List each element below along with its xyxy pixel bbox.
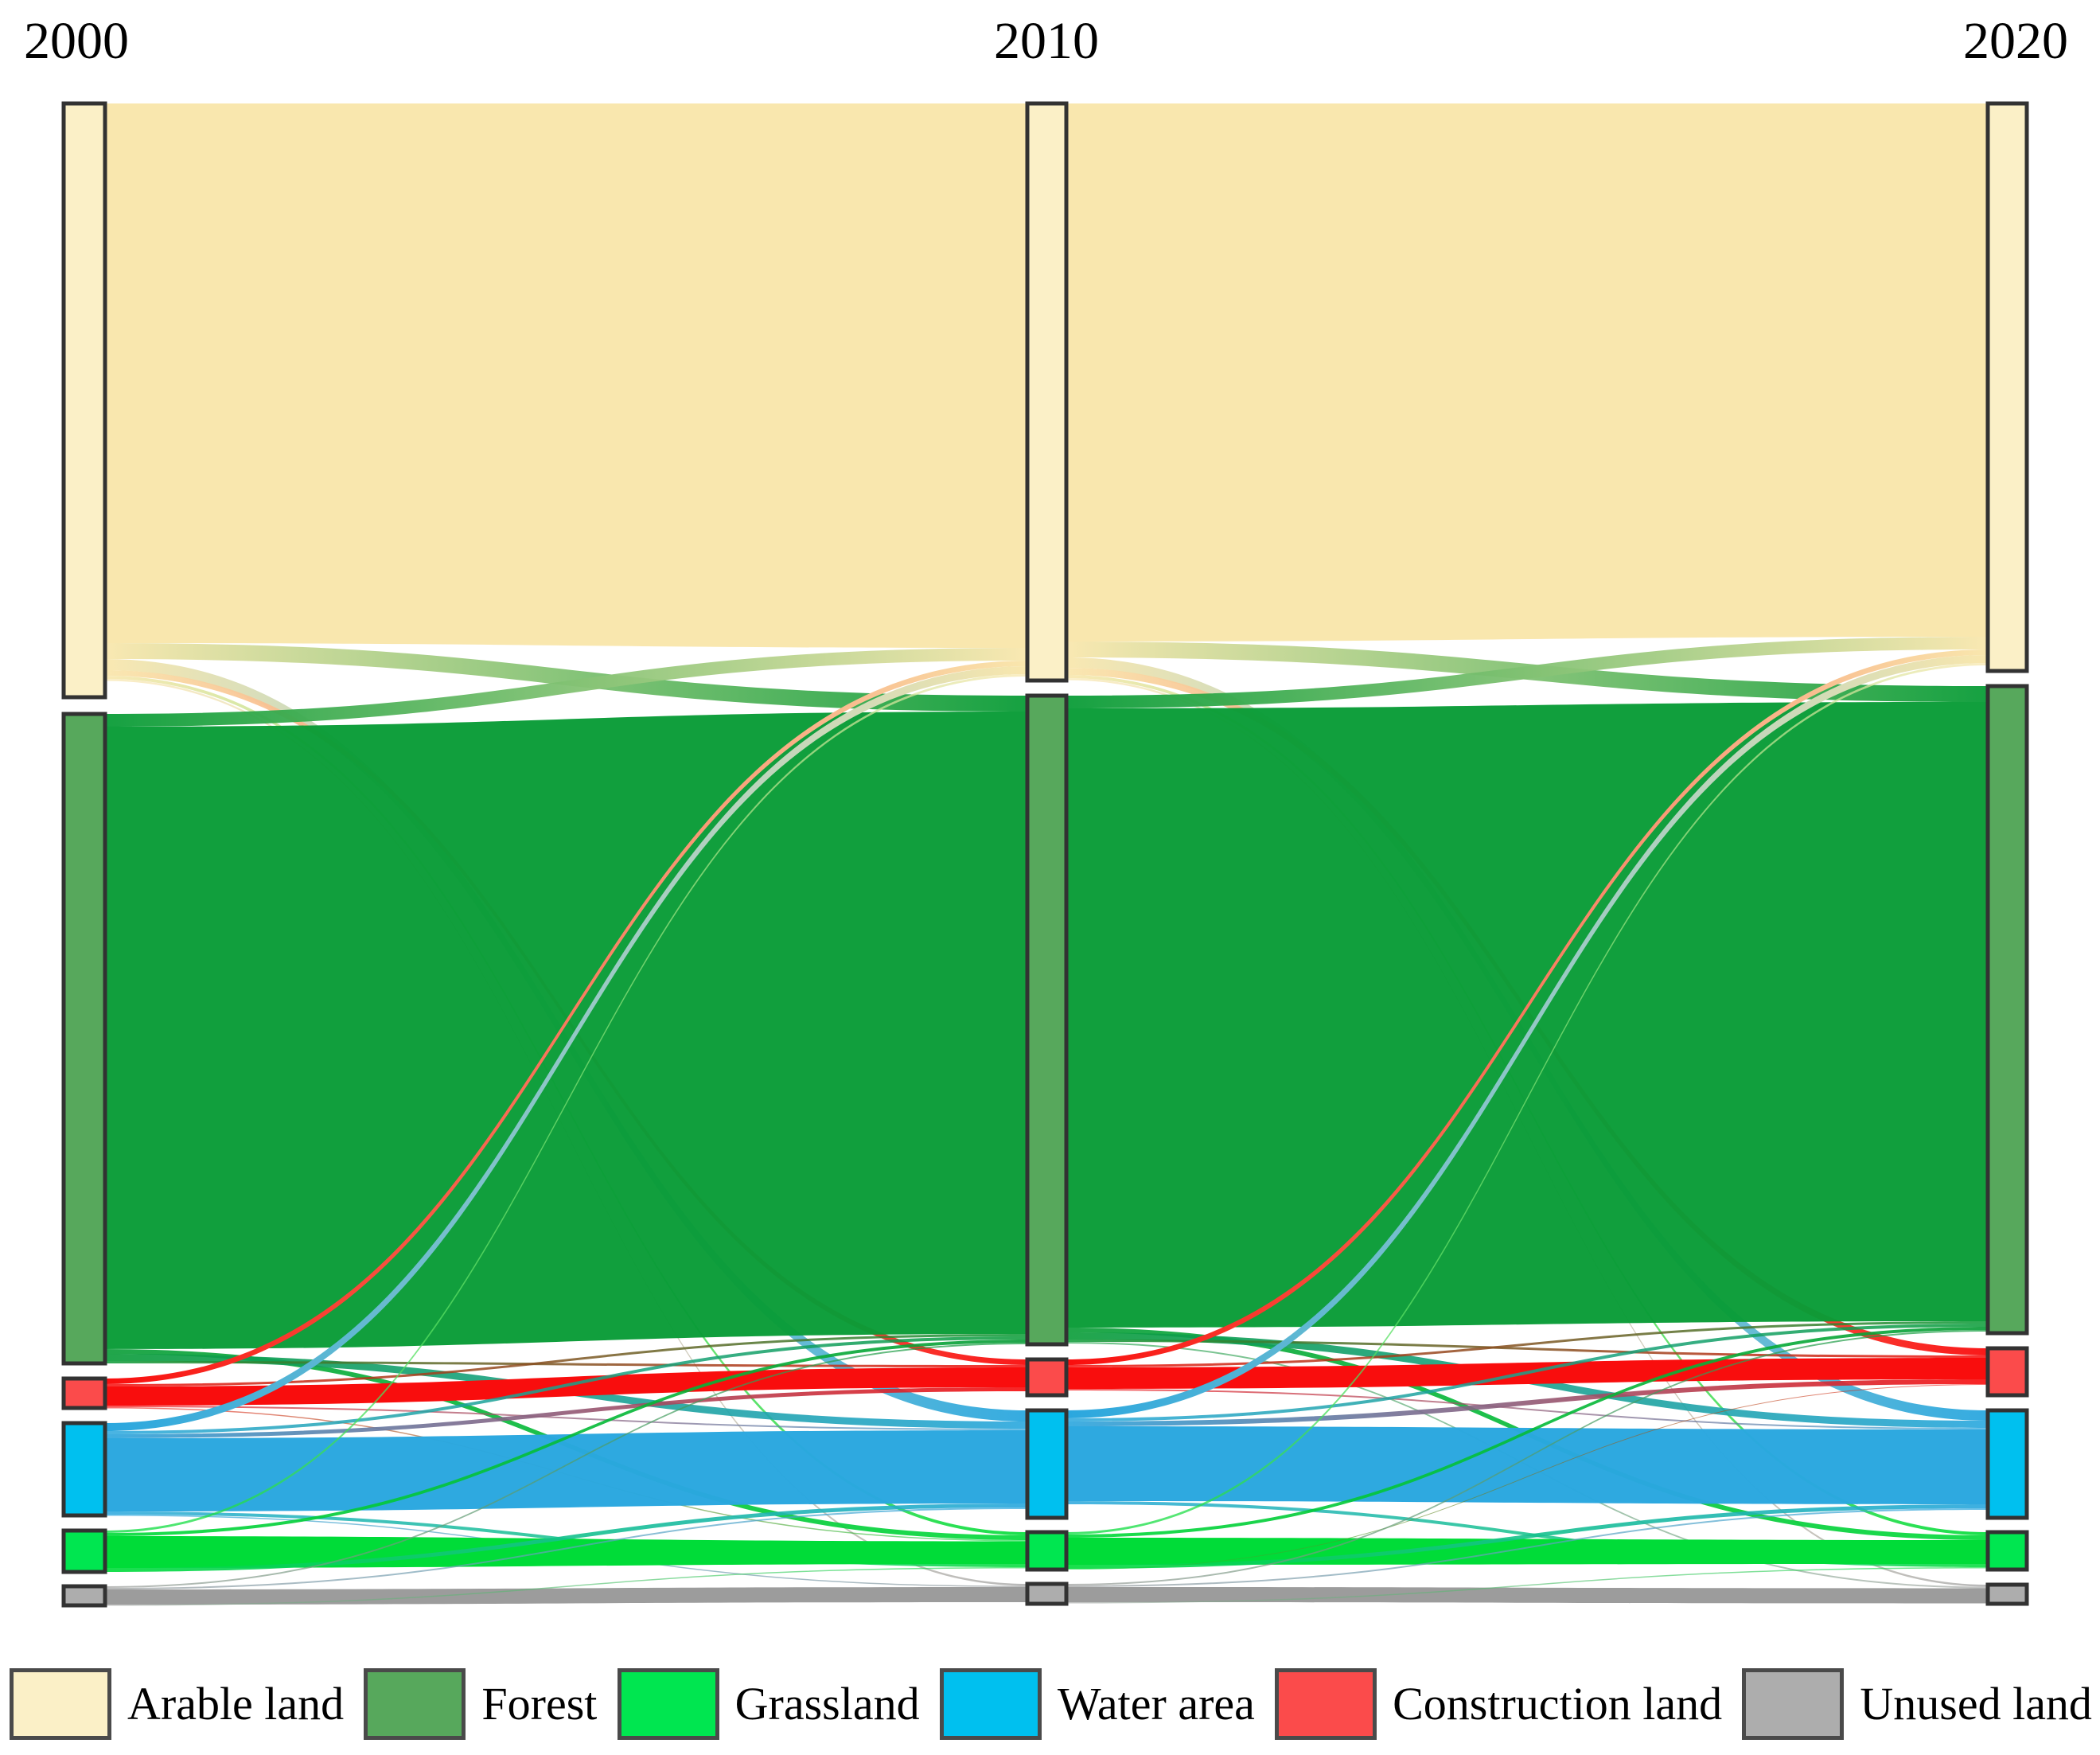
legend-swatch-construction-land <box>1275 1668 1377 1740</box>
legend-label-arable-land: Arable land <box>127 1678 345 1730</box>
flow-U-G-2010 <box>1066 1567 1988 1604</box>
flow-F-A-2010 <box>1066 637 1988 708</box>
node-grassland-2000 <box>61 1528 107 1574</box>
legend-item-construction-land: Construction land <box>1275 1668 1722 1740</box>
flow-G-W-2000 <box>105 1503 1027 1572</box>
flow-F-A-2000 <box>105 648 1027 727</box>
flow-F-F-2010 <box>1066 702 1988 1328</box>
flow-A-A-2010 <box>1066 103 1988 642</box>
legend-label-forest: Forest <box>481 1678 598 1730</box>
flow-G-A-2010 <box>1066 663 1988 1535</box>
legend-item-grassland: Grassland <box>617 1668 920 1740</box>
node-water-area-2010 <box>1025 1408 1069 1520</box>
flow-W-G-2010 <box>1066 1501 1988 1567</box>
node-construction-land-2000 <box>61 1376 107 1410</box>
legend-swatch-water-area <box>939 1668 1042 1740</box>
node-grassland-2010 <box>1025 1530 1069 1572</box>
flow-G-W-2010 <box>1066 1504 1988 1569</box>
flow-W-A-2010 <box>1066 655 1988 1418</box>
legend-label-unused-land: Unused land <box>1860 1678 2092 1730</box>
flow-W-W-2000 <box>105 1430 1027 1511</box>
legend-swatch-grassland <box>617 1668 719 1740</box>
node-arable-land-2000 <box>61 101 107 700</box>
flow-U-G-2000 <box>105 1567 1027 1606</box>
year-label-2010: 2010 <box>994 12 1099 70</box>
year-label-2000: 2000 <box>24 12 129 70</box>
flow-U-U-2000 <box>105 1587 1027 1605</box>
flow-F-F-2000 <box>105 712 1027 1349</box>
flow-W-A-2000 <box>105 666 1027 1431</box>
flow-W-C-2000 <box>105 1387 1027 1438</box>
flow-C-A-2000 <box>105 661 1027 1384</box>
flow-W-F-2000 <box>105 1336 1027 1434</box>
flow-G-G-2010 <box>1066 1538 1988 1565</box>
node-arable-land-2020 <box>1985 101 2029 673</box>
node-unused-land-2000 <box>61 1584 107 1608</box>
legend-label-water-area: Water area <box>1057 1678 1255 1730</box>
flow-A-F-2000 <box>105 643 1027 712</box>
flow-U-F-2000 <box>105 1343 1027 1588</box>
legend-item-unused-land: Unused land <box>1742 1668 2092 1740</box>
flow-G-G-2000 <box>105 1536 1027 1568</box>
flow-W-W-2010 <box>1066 1426 1988 1504</box>
node-arable-land-2010 <box>1025 101 1069 683</box>
legend-label-grassland: Grassland <box>734 1678 920 1730</box>
node-unused-land-2010 <box>1025 1581 1069 1606</box>
flow-G-F-2000 <box>105 1340 1027 1536</box>
flow-C-W-2010 <box>1066 1389 1988 1429</box>
flow-G-A-2000 <box>105 674 1027 1533</box>
flow-F-C-2010 <box>1066 1340 1988 1358</box>
node-forest-2020 <box>1985 684 2029 1336</box>
legend-label-construction-land: Construction land <box>1393 1678 1723 1730</box>
legend: Arable land Forest Grassland Water area … <box>10 1668 2092 1740</box>
flow-C-W-2000 <box>105 1406 1027 1430</box>
year-label-2020: 2020 <box>1963 12 2068 70</box>
node-water-area-2020 <box>1985 1408 2029 1520</box>
flow-U-F-2010 <box>1066 1330 1988 1585</box>
legend-swatch-arable-land <box>10 1668 111 1740</box>
legend-item-forest: Forest <box>364 1668 597 1740</box>
legend-item-arable-land: Arable land <box>10 1668 344 1740</box>
node-construction-land-2010 <box>1025 1357 1069 1398</box>
node-unused-land-2020 <box>1985 1582 2029 1606</box>
legend-item-water-area: Water area <box>939 1668 1255 1740</box>
flow-G-F-2010 <box>1066 1327 1988 1538</box>
legend-swatch-forest <box>364 1668 466 1740</box>
node-construction-land-2020 <box>1985 1346 2029 1398</box>
flow-W-F-2010 <box>1066 1324 1988 1422</box>
flow-W-C-2010 <box>1066 1379 1988 1426</box>
flow-A-A-2000 <box>105 103 1027 648</box>
node-grassland-2020 <box>1985 1530 2029 1572</box>
flow-U-W-2010 <box>1066 1508 1988 1587</box>
node-forest-2010 <box>1025 693 1069 1347</box>
flow-F-C-2000 <box>105 1361 1027 1367</box>
flow-C-F-2010 <box>1066 1321 1988 1367</box>
legend-swatch-unused-land <box>1742 1668 1845 1740</box>
node-water-area-2000 <box>61 1421 107 1518</box>
flow-G-C-2010 <box>1066 1384 1988 1570</box>
flow-C-A-2010 <box>1066 649 1988 1365</box>
flow-U-W-2000 <box>105 1507 1027 1589</box>
node-forest-2000 <box>61 712 107 1366</box>
flow-U-U-2010 <box>1066 1587 1988 1604</box>
flow-C-F-2000 <box>105 1334 1027 1386</box>
